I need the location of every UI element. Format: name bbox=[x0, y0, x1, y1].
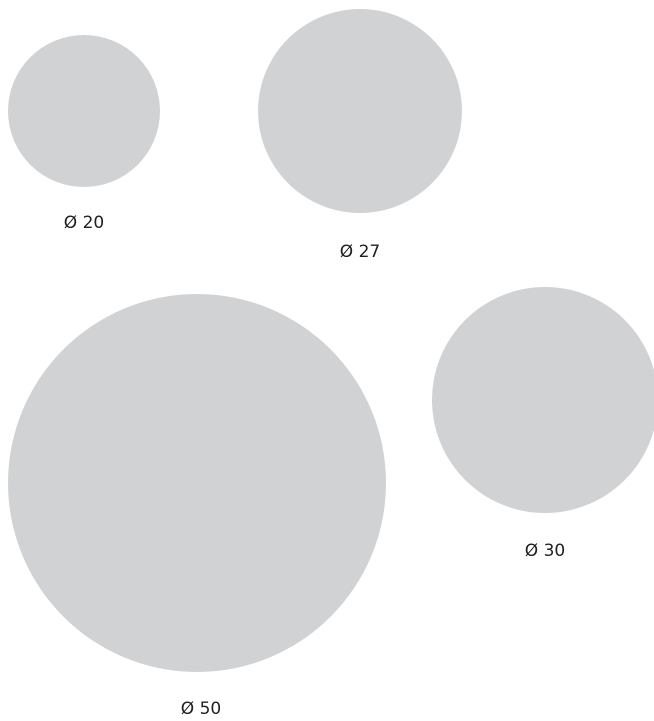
circle-label-diameter-50: Ø 50 bbox=[180, 699, 222, 719]
circle-diameter-27 bbox=[258, 9, 462, 213]
circle-diameter-30 bbox=[432, 287, 654, 513]
circle-label-diameter-27: Ø 27 bbox=[339, 242, 381, 262]
circle-label-diameter-20: Ø 20 bbox=[63, 213, 105, 233]
circle-label-diameter-30: Ø 30 bbox=[524, 541, 566, 561]
circle-diameter-50 bbox=[8, 294, 386, 672]
circle-diameter-20 bbox=[8, 35, 160, 187]
